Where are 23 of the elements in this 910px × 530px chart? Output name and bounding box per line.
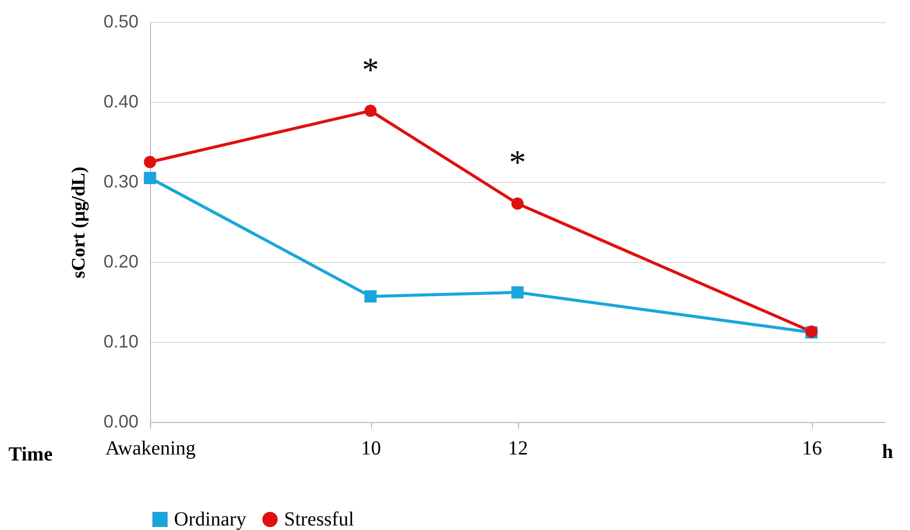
point: [144, 156, 156, 168]
y-tick-label: 0.30: [103, 172, 138, 192]
point: [364, 104, 377, 117]
annotation: *: [362, 52, 379, 89]
text: h: [882, 441, 894, 463]
x-tick-label: Awakening: [105, 438, 196, 460]
annotation: *: [509, 144, 526, 182]
point: [144, 172, 156, 184]
x-tick-label: 10: [361, 438, 381, 460]
y-tick-label: 0.10: [103, 332, 138, 352]
x-tick-label: 16: [802, 438, 822, 460]
point: [511, 197, 524, 210]
legend-label: Stressful: [284, 508, 354, 530]
y-tick-label: 0.40: [103, 92, 138, 112]
x-tick-label: 12: [508, 438, 528, 460]
y-tick-label: 0.20: [103, 252, 138, 272]
y-axis-title: sCort (µg/dL): [68, 166, 90, 278]
legend-label: Ordinary: [174, 508, 246, 530]
y-tick-label: 0.00: [103, 412, 138, 432]
y-tick-label: 0.50: [103, 12, 138, 32]
point: [511, 286, 524, 299]
x-axis-title: Time: [8, 444, 53, 466]
point: [364, 290, 377, 303]
